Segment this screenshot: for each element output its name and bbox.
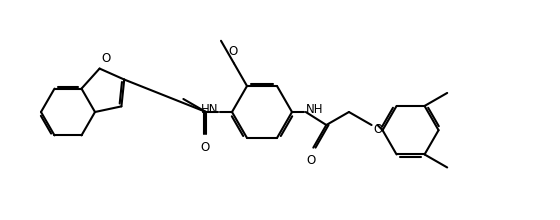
Text: HN: HN	[201, 103, 218, 116]
Text: O: O	[307, 154, 316, 167]
Text: O: O	[374, 123, 383, 136]
Text: NH: NH	[306, 103, 323, 116]
Text: O: O	[101, 51, 111, 64]
Text: O: O	[200, 141, 209, 154]
Text: O: O	[228, 45, 237, 58]
